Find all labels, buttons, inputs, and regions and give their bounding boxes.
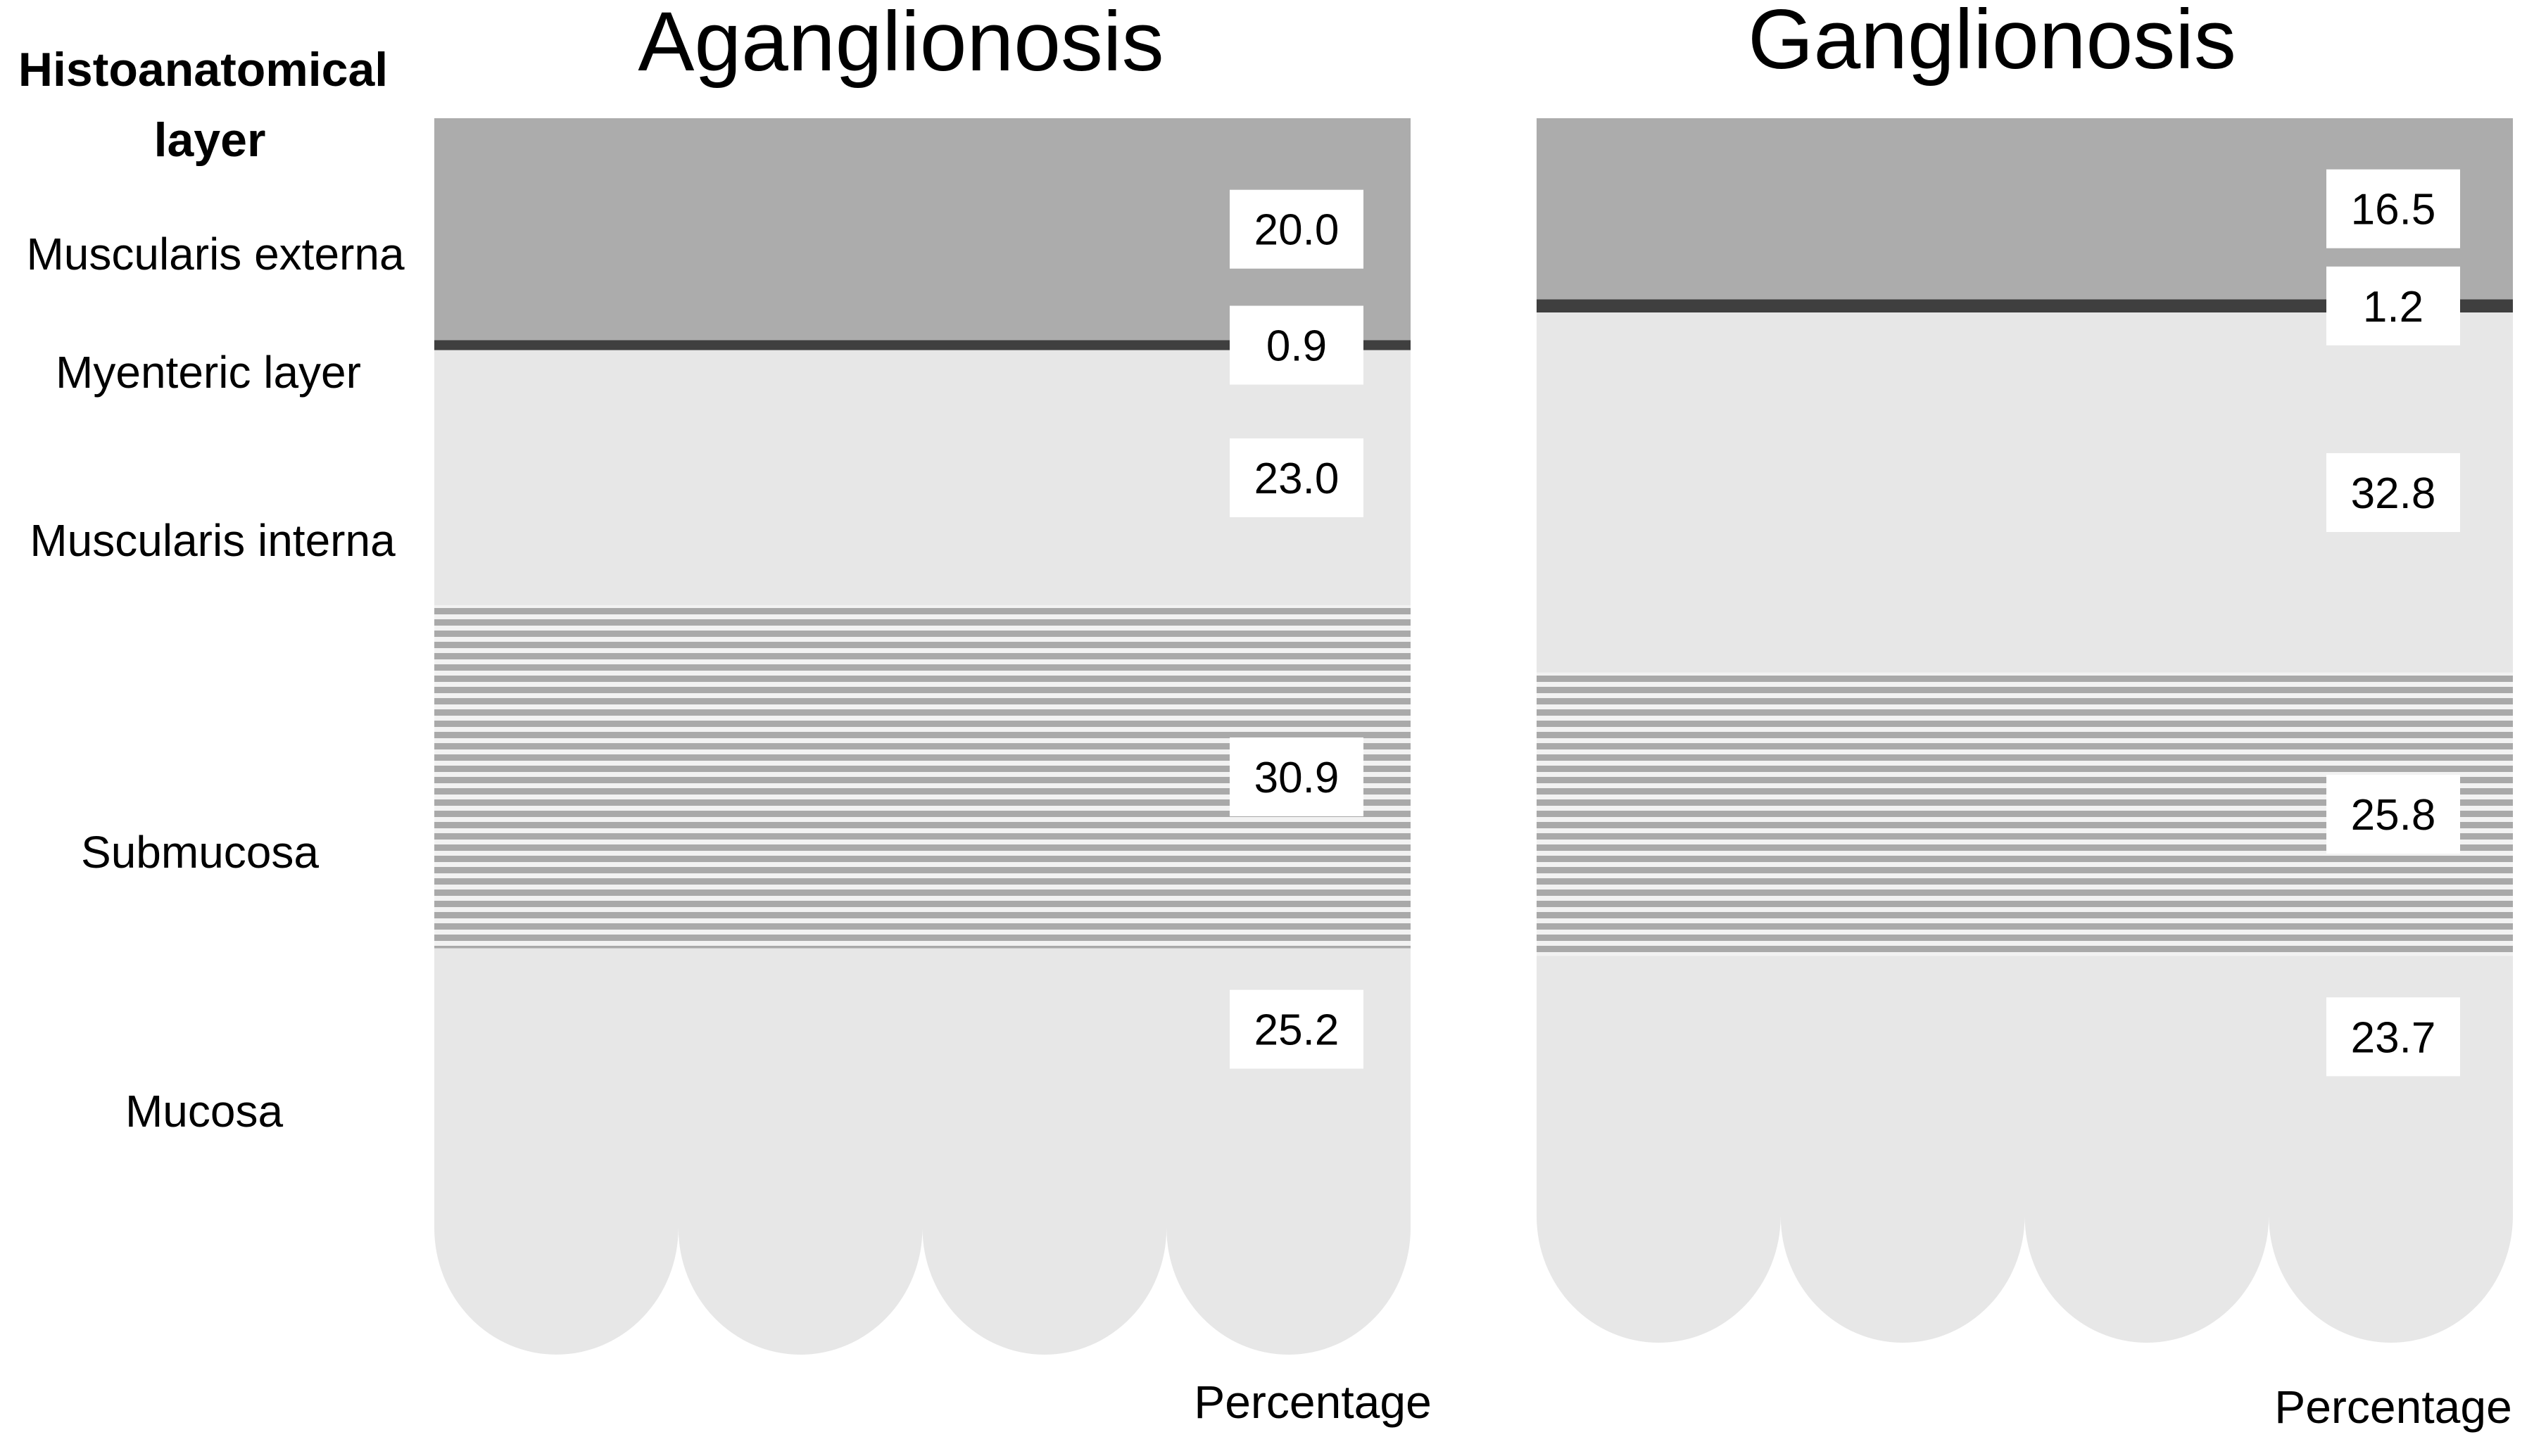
value-labels: 16.5 1.2 32.8 25.8 23.7 xyxy=(2326,169,2460,1077)
value-label-myenteric-layer: 0.9 xyxy=(1266,322,1327,370)
layer-label-submucosa: Submucosa xyxy=(81,827,319,878)
row-header-line-1: Histoanatomical xyxy=(18,43,388,96)
layer-label-muscularis-interna: Muscularis interna xyxy=(30,515,396,566)
value-label-muscularis-interna: 32.8 xyxy=(2351,469,2436,518)
value-label-box-muscularis-externa xyxy=(1230,189,1363,269)
value-label-box-myenteric-layer xyxy=(1230,305,1363,385)
value-label-muscularis-externa: 16.5 xyxy=(2351,186,2436,234)
value-label-muscularis-externa: 20.0 xyxy=(1254,206,1340,255)
value-label-box-muscularis-externa xyxy=(2326,169,2460,248)
segment-mucosa xyxy=(1537,956,2513,1343)
row-header-line-2: layer xyxy=(154,113,266,167)
stacked-segments xyxy=(1537,118,2513,1343)
layer-label-muscularis-externa: Muscularis externa xyxy=(26,229,405,279)
stacked-segments xyxy=(434,118,1411,1355)
value-labels: 20.0 0.9 23.0 30.9 25.2 xyxy=(1230,189,1363,1069)
percentage-label-aganglionosis: Percentage xyxy=(1194,1376,1432,1428)
value-label-submucosa: 30.9 xyxy=(1254,754,1340,802)
value-label-box-mucosa xyxy=(2326,997,2460,1077)
value-label-submucosa: 25.8 xyxy=(2351,791,2436,840)
value-label-box-submucosa xyxy=(2326,775,2460,854)
panel-ganglionosis: Ganglionosis 16.5 1.2 32.8 25.8 23.7 Percent… xyxy=(1537,0,2513,1433)
value-label-myenteric-layer: 1.2 xyxy=(2363,283,2423,331)
panel-title-aganglionosis: Aganglionosis xyxy=(638,0,1164,89)
value-label-box-mucosa xyxy=(1230,989,1363,1069)
layer-label-myenteric-layer: Myenteric layer xyxy=(56,347,361,398)
value-label-mucosa: 25.2 xyxy=(1254,1006,1340,1055)
value-label-mucosa: 23.7 xyxy=(2351,1013,2436,1062)
layer-label-mucosa: Mucosa xyxy=(125,1086,284,1137)
value-label-box-muscularis-interna xyxy=(2326,452,2460,532)
value-label-box-myenteric-layer xyxy=(2326,266,2460,346)
segment-mucosa xyxy=(434,948,1411,1355)
value-label-box-submucosa xyxy=(1230,737,1363,816)
segment-myenteric-layer xyxy=(1537,299,2513,313)
value-label-box-muscularis-interna xyxy=(1230,438,1363,517)
panel-aganglionosis: Aganglionosis 20.0 0.9 23.0 30.9 25.2 Percen… xyxy=(434,0,1432,1428)
segment-myenteric-layer xyxy=(434,340,1411,350)
percentage-label-ganglionosis: Percentage xyxy=(2274,1381,2512,1433)
row-header-label: Histoanatomical layer xyxy=(18,43,401,167)
panel-title-ganglionosis: Ganglionosis xyxy=(1748,0,2236,87)
value-label-muscularis-interna: 23.0 xyxy=(1254,455,1340,503)
